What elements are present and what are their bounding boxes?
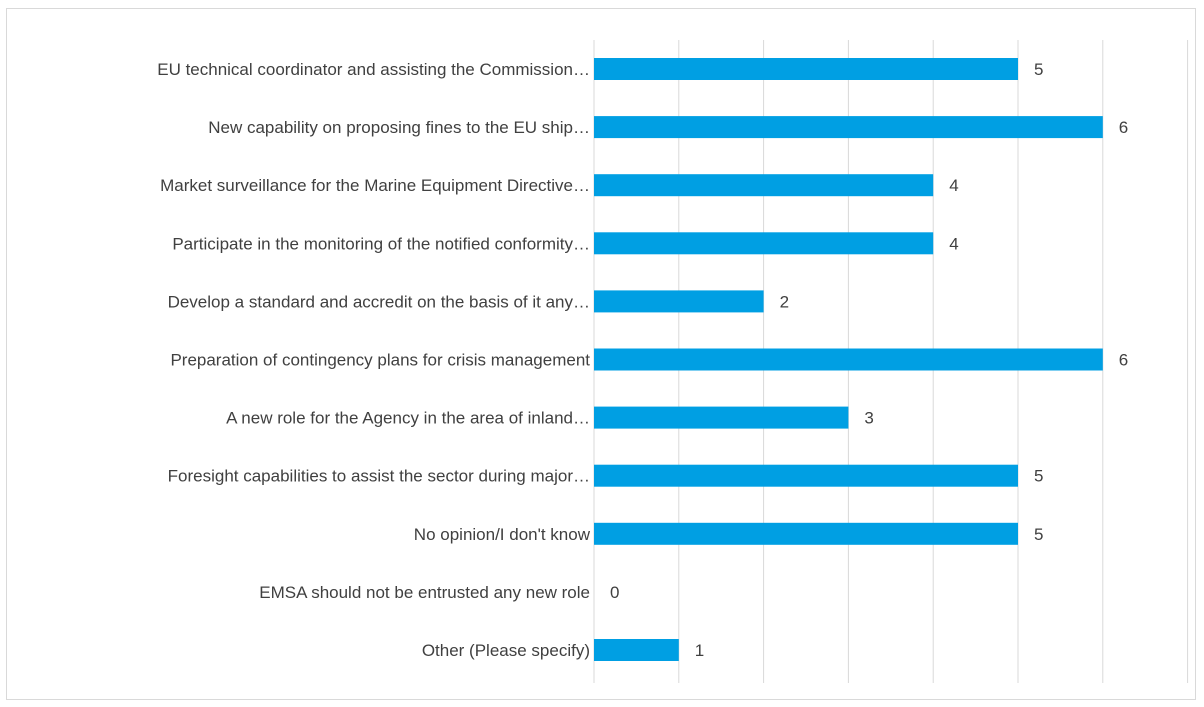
bar [594,174,934,197]
value-label: 2 [780,292,789,311]
bar [594,348,1103,371]
value-label: 4 [949,176,958,195]
category-label: Participate in the monitoring of the not… [172,234,590,253]
value-label: 6 [1119,351,1128,370]
bar [594,232,934,255]
category-label: Market surveillance for the Marine Equip… [160,176,590,195]
bar [594,116,1103,139]
value-labels: 5 6 4 4 2 6 3 5 5 0 1 [610,60,1128,660]
category-label: No opinion/I don't know [414,525,591,544]
bar [594,290,764,313]
value-label: 5 [1034,60,1043,79]
value-label: 4 [949,234,958,253]
bar [594,58,1018,80]
value-label: 5 [1034,467,1043,486]
category-label: Other (Please specify) [422,641,590,660]
category-label: EMSA should not be entrusted any new rol… [259,583,590,602]
value-label: 3 [864,409,873,428]
category-label: Foresight capabilities to assist the sec… [168,467,590,486]
bar [594,464,1018,487]
bar [594,406,849,429]
bar [594,522,1018,545]
category-label: New capability on proposing fines to the… [208,118,590,137]
category-label: A new role for the Agency in the area of… [226,409,590,428]
category-label: EU technical coordinator and assisting t… [157,60,590,79]
value-label: 1 [695,641,704,660]
bars [594,58,1103,661]
bar [594,639,679,661]
category-label: Develop a standard and accredit on the b… [168,292,590,311]
value-label: 0 [610,583,619,602]
category-label: Preparation of contingency plans for cri… [170,351,590,370]
value-label: 6 [1119,118,1128,137]
value-label: 5 [1034,525,1043,544]
category-labels: EU technical coordinator and assisting t… [157,60,590,660]
